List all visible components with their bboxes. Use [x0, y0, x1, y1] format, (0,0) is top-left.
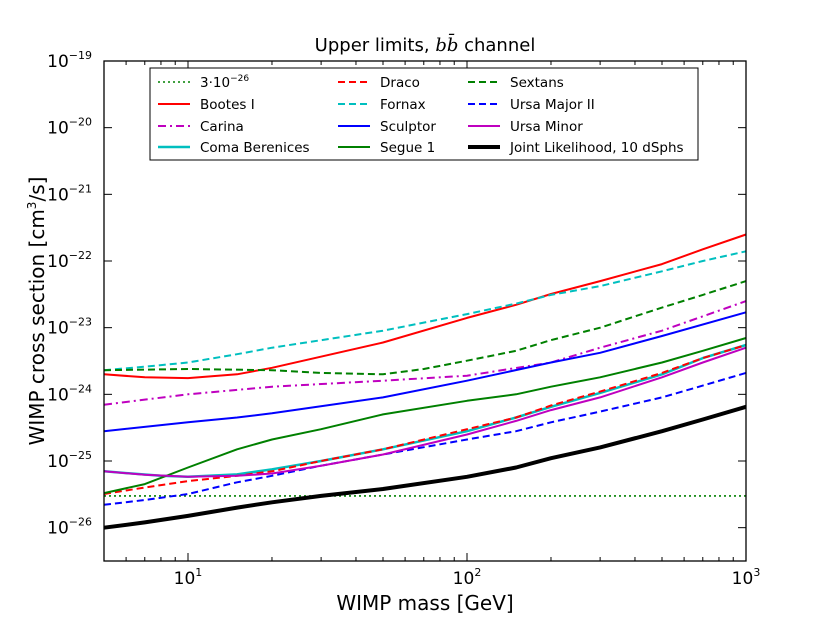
legend-label-7: Segue 1	[380, 140, 435, 156]
legend: 3·10−26 Bootes I Carina Coma Berenices Draco…	[149, 67, 699, 161]
x-tick-label: 102	[453, 566, 482, 589]
legend-box	[149, 67, 699, 161]
y-tick-label: 10−23	[47, 316, 92, 339]
legend-label-2: Carina	[200, 119, 244, 135]
x-tick-label: 101	[174, 566, 203, 589]
legend-label-11: Joint Likelihood, 10 dSphs	[509, 140, 684, 156]
y-tick-label: 10−24	[47, 382, 92, 405]
legend-label-3: Coma Berenices	[200, 140, 310, 156]
series-line-6	[103, 311, 747, 433]
series-line-10	[103, 346, 747, 478]
series-line-1	[103, 233, 747, 380]
legend-label-0: 3·10−26	[200, 74, 249, 91]
series-line-11	[103, 404, 747, 530]
series-line-7	[103, 337, 747, 495]
legend-label-5: Fornax	[380, 97, 426, 113]
plot-frame	[103, 60, 747, 562]
legend-label-9: Ursa Major II	[510, 97, 595, 113]
series-line-9	[103, 371, 747, 506]
y-tick-label: 10−19	[47, 49, 92, 72]
legend-label-8: Sextans	[510, 75, 564, 91]
y-tick-label: 10−21	[47, 182, 92, 205]
legend-label-10: Ursa Minor	[510, 119, 583, 135]
x-axis-title: WIMP mass [GeV]	[336, 591, 513, 615]
x-tick-label: 103	[732, 566, 761, 589]
y-tick-label: 10−25	[47, 449, 92, 472]
y-tick-label: 10−22	[47, 249, 92, 272]
series-line-8	[103, 280, 747, 376]
y-tick-label: 10−26	[47, 516, 92, 539]
series-line-2	[103, 300, 747, 406]
legend-label-4: Draco	[380, 75, 420, 91]
y-tick-label: 10−20	[47, 116, 92, 139]
legend-label-6: Sculptor	[380, 119, 436, 135]
legend-label-1: Bootes I	[200, 97, 255, 113]
chart-title: Upper limits, bb̄ channel	[315, 32, 536, 56]
y-axis-title: WIMP cross section [cm3/s]	[25, 177, 49, 446]
series-line-4	[103, 344, 747, 495]
axes-ticks: 101 102 103 10−26 10−25 10−24 10−23 10−22 10−21 1…	[47, 49, 760, 589]
series-line-5	[103, 250, 747, 372]
series-group	[103, 233, 747, 530]
